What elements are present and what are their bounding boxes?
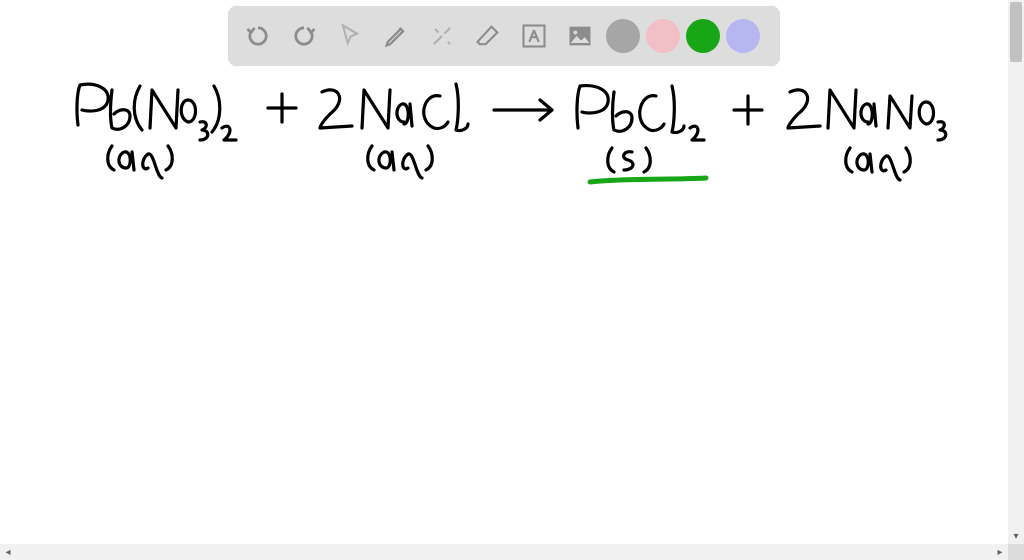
pen-icon (382, 22, 410, 50)
image-tool-button[interactable] (560, 16, 600, 56)
redo-icon (290, 22, 318, 50)
drawing-canvas[interactable] (0, 0, 1008, 544)
undo-button[interactable] (238, 16, 278, 56)
horizontal-scrollbar[interactable]: ◂ ▸ (0, 544, 1008, 560)
image-icon (566, 22, 594, 50)
tools-icon (428, 22, 456, 50)
vertical-scrollbar[interactable]: ▾ (1008, 0, 1024, 544)
color-swatch-lavender[interactable] (726, 19, 760, 53)
undo-icon (244, 22, 272, 50)
pointer-tool-button[interactable] (330, 16, 370, 56)
redo-button[interactable] (284, 16, 324, 56)
scroll-right-icon[interactable]: ▸ (992, 544, 1008, 560)
color-swatch-pink[interactable] (646, 19, 680, 53)
scroll-down-icon[interactable]: ▾ (1008, 528, 1024, 544)
pointer-icon (336, 22, 364, 50)
pen-tool-button[interactable] (376, 16, 416, 56)
tools-button[interactable] (422, 16, 462, 56)
text-tool-button[interactable] (514, 16, 554, 56)
whiteboard-viewport: ▾ ◂ ▸ (0, 0, 1024, 560)
color-swatch-grey[interactable] (606, 19, 640, 53)
text-icon (520, 22, 548, 50)
eraser-icon (474, 22, 502, 50)
handwriting-layer (0, 0, 1008, 544)
color-swatch-green[interactable] (686, 19, 720, 53)
scrollbar-corner (1008, 544, 1024, 560)
drawing-toolbar (228, 6, 780, 66)
vertical-scrollbar-thumb[interactable] (1010, 2, 1022, 62)
scroll-left-icon[interactable]: ◂ (0, 544, 16, 560)
eraser-tool-button[interactable] (468, 16, 508, 56)
